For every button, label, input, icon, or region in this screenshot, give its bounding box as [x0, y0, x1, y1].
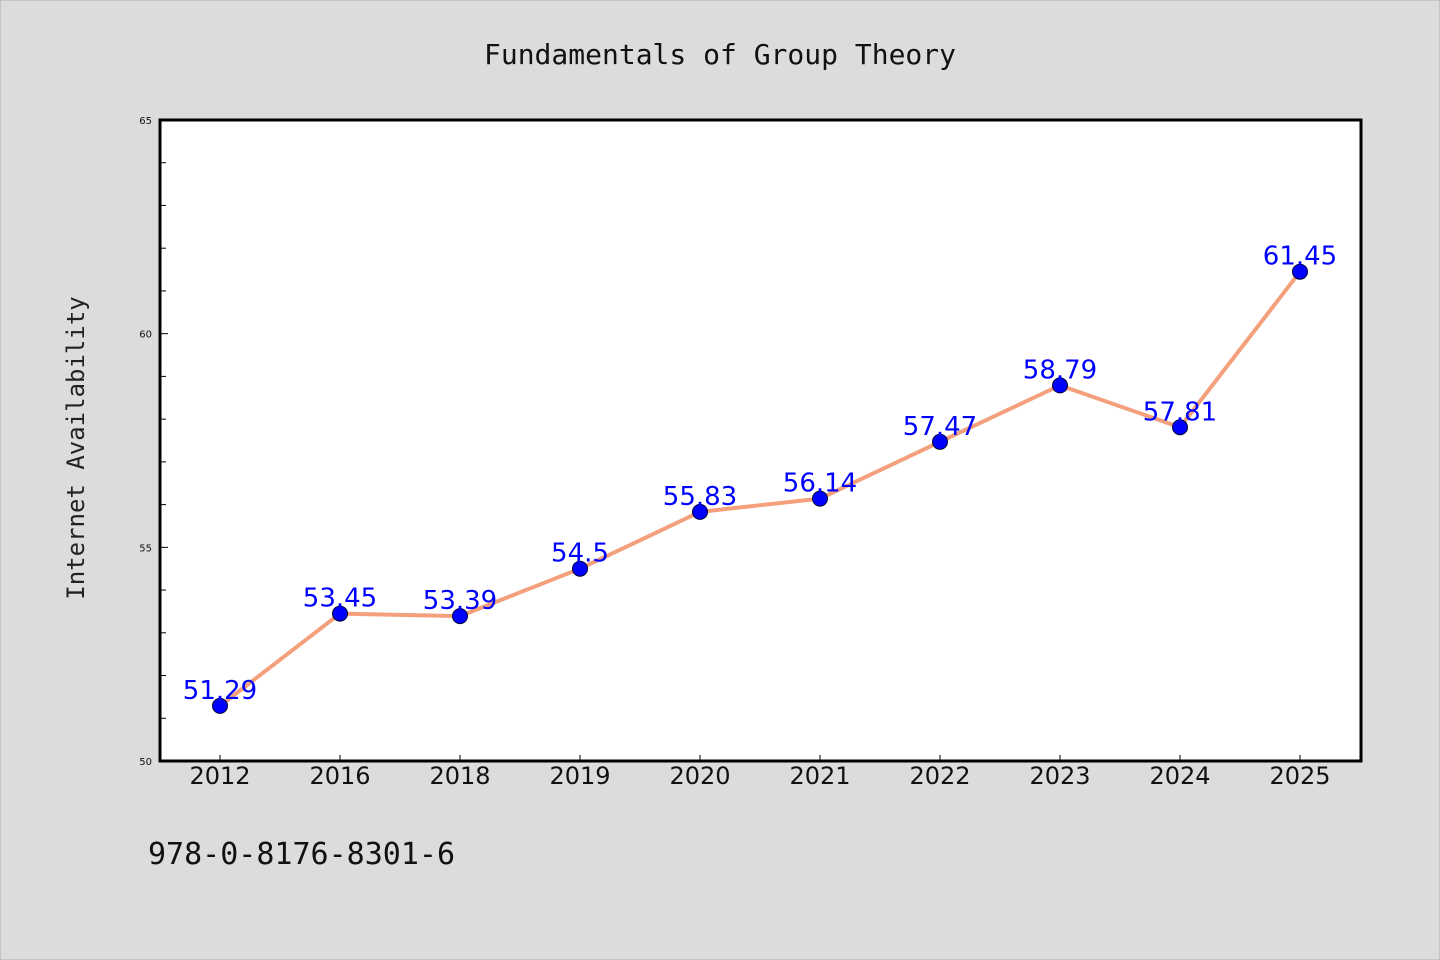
- data-label: 57.47: [903, 412, 977, 442]
- data-point: [1172, 419, 1188, 436]
- series-line: [218, 270, 1302, 708]
- data-label: 55.83: [663, 482, 737, 512]
- y-tick-label: 50: [139, 757, 152, 768]
- plot-area: [158, 118, 1363, 763]
- x-tick-label: 2018: [429, 762, 490, 790]
- series-group: 51.29 53.45 53.39 54.5 55.83 56.14 57.47 58.79 5…: [183, 242, 1337, 714]
- data-label: 58.79: [1023, 355, 1097, 385]
- x-tick-label: 2023: [1029, 762, 1090, 790]
- isbn-text: 978-0-8176-8301-6: [148, 837, 455, 872]
- y-tick-label: 60: [139, 330, 152, 341]
- x-tick-label: 2021: [789, 762, 850, 790]
- data-label: 61.45: [1263, 242, 1337, 272]
- x-tick-label: 2019: [549, 762, 610, 790]
- y-axis-label: Internet Availability: [62, 296, 90, 599]
- data-point: [332, 605, 348, 622]
- x-tick-label: 2024: [1149, 762, 1210, 790]
- data-point: [1052, 377, 1068, 394]
- data-point: [452, 608, 468, 625]
- data-label: 57.81: [1143, 397, 1217, 427]
- y-tick-label: 65: [139, 116, 152, 127]
- chart-title: Fundamentals of Group Theory: [484, 38, 956, 71]
- y-axis-ticks: 50 55 60 65: [139, 116, 168, 768]
- data-point: [932, 433, 948, 450]
- data-point: [692, 503, 708, 520]
- x-tick-label: 2022: [909, 762, 970, 790]
- x-tick-label: 2016: [309, 762, 370, 790]
- x-tick-label: 2025: [1269, 762, 1330, 790]
- data-label: 53.39: [423, 586, 497, 616]
- data-point: [212, 697, 228, 714]
- data-label: 56.14: [783, 469, 857, 499]
- data-point: [1292, 263, 1308, 280]
- data-point: [812, 490, 828, 507]
- data-label: 54.5: [551, 539, 609, 569]
- y-tick-label: 55: [139, 543, 152, 554]
- data-label: 51.29: [183, 676, 257, 706]
- x-tick-label: 2012: [189, 762, 250, 790]
- x-tick-label: 2020: [669, 762, 730, 790]
- data-label: 53.45: [303, 584, 377, 614]
- data-point: [572, 560, 588, 577]
- x-axis-ticks: 2012 2016 2018 2019 2020 2021 2022 2023 2024 2025: [189, 755, 1331, 790]
